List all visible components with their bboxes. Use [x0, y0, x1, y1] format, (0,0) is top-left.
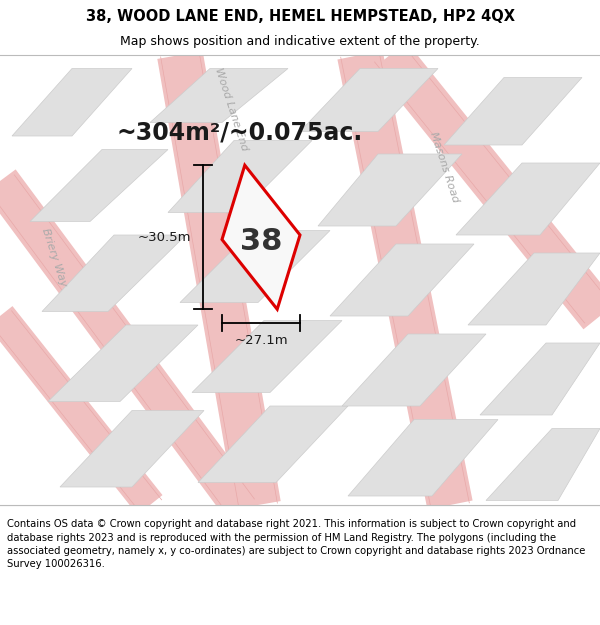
- Text: ~27.1m: ~27.1m: [234, 334, 288, 347]
- Polygon shape: [486, 429, 600, 501]
- Text: Map shows position and indicative extent of the property.: Map shows position and indicative extent…: [120, 35, 480, 48]
- Polygon shape: [456, 163, 600, 235]
- Text: 38, WOOD LANE END, HEMEL HEMPSTEAD, HP2 4QX: 38, WOOD LANE END, HEMEL HEMPSTEAD, HP2 …: [86, 9, 515, 24]
- Polygon shape: [468, 253, 600, 325]
- Polygon shape: [168, 141, 312, 212]
- Polygon shape: [342, 334, 486, 406]
- Polygon shape: [444, 78, 582, 145]
- Polygon shape: [300, 69, 438, 131]
- Polygon shape: [198, 406, 348, 482]
- Polygon shape: [48, 325, 198, 401]
- Polygon shape: [330, 244, 474, 316]
- Polygon shape: [180, 231, 330, 302]
- Polygon shape: [30, 149, 168, 221]
- Text: Wood Lane End: Wood Lane End: [213, 66, 249, 152]
- Polygon shape: [318, 154, 462, 226]
- Text: 38: 38: [240, 228, 282, 256]
- Polygon shape: [150, 69, 288, 122]
- Text: Masons Road: Masons Road: [428, 131, 460, 204]
- Polygon shape: [12, 69, 132, 136]
- Polygon shape: [192, 321, 342, 392]
- Polygon shape: [222, 165, 300, 309]
- Polygon shape: [42, 235, 186, 311]
- Text: ~30.5m: ~30.5m: [137, 231, 191, 244]
- Text: Contains OS data © Crown copyright and database right 2021. This information is : Contains OS data © Crown copyright and d…: [7, 519, 586, 569]
- Polygon shape: [60, 411, 204, 487]
- Text: ~304m²/~0.075ac.: ~304m²/~0.075ac.: [117, 121, 363, 145]
- Polygon shape: [348, 419, 498, 496]
- Polygon shape: [480, 343, 600, 415]
- Text: Briery Way: Briery Way: [40, 227, 68, 288]
